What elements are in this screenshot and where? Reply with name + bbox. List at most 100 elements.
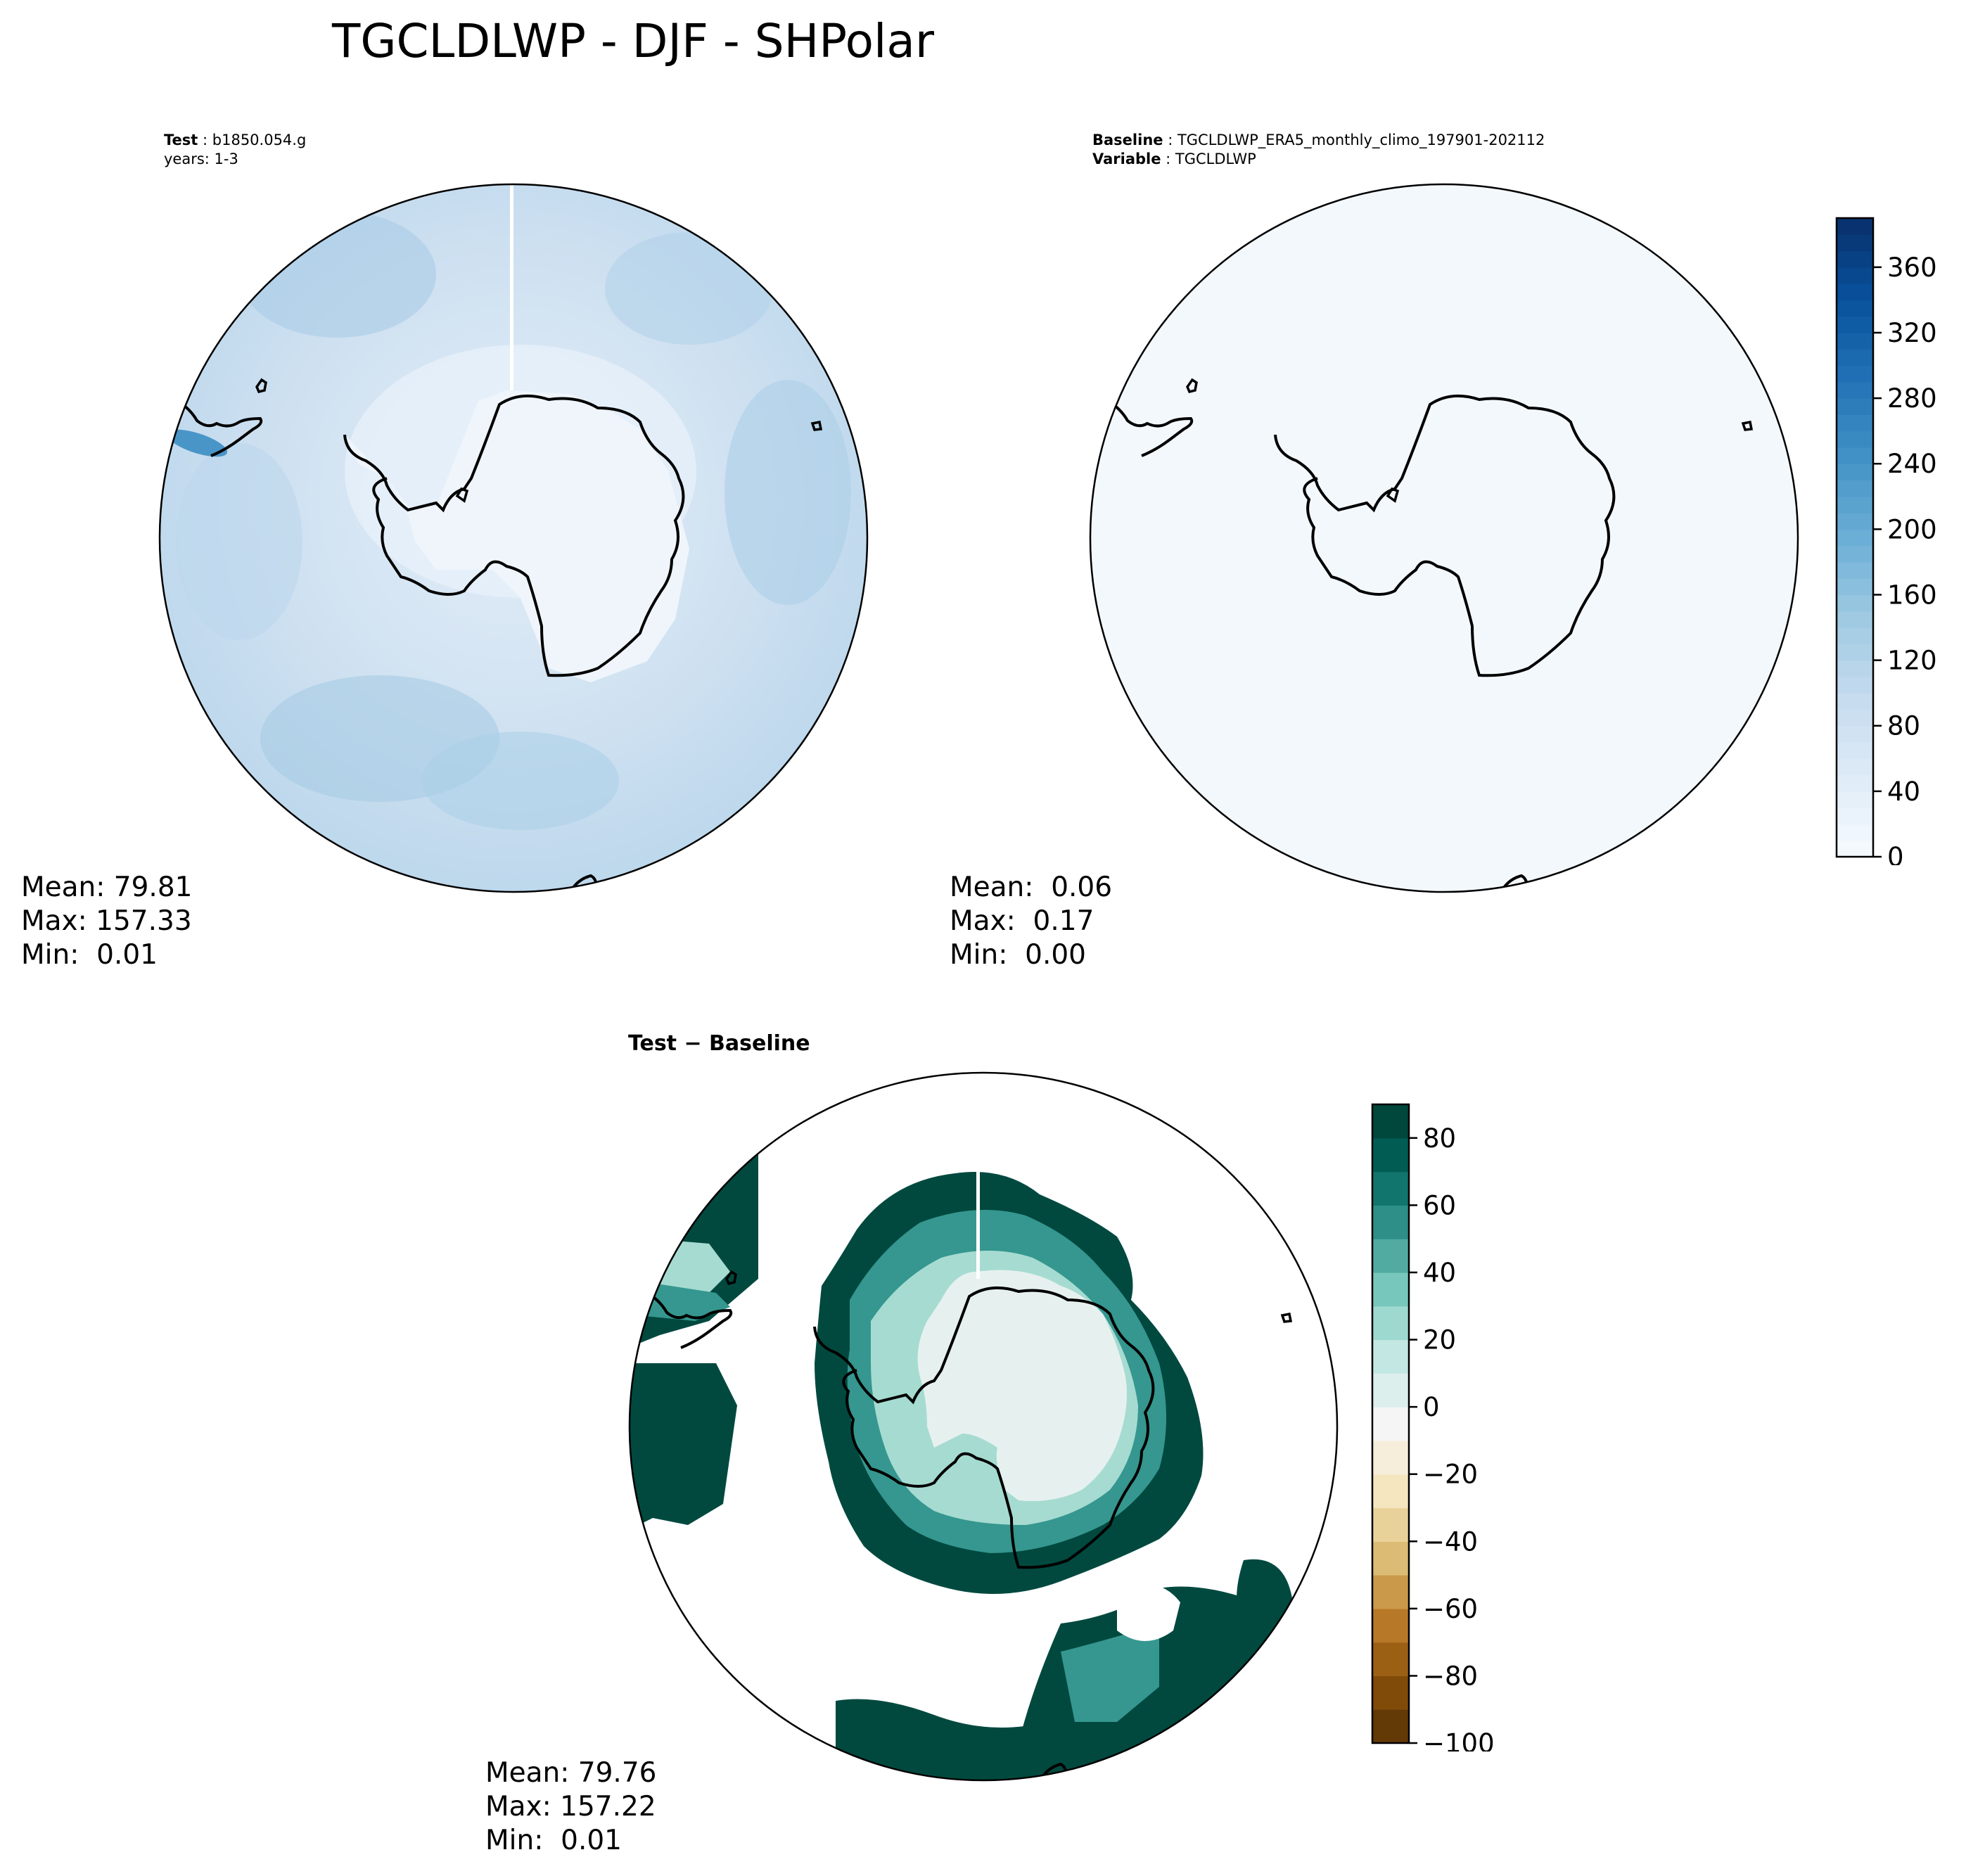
difference-header-label: Test − Baseline [628, 1031, 810, 1056]
top-colorbar-tick-label: 0 [1887, 842, 1904, 865]
top-colorbar-band [1837, 316, 1873, 333]
bottom-colorbar-ticks: −100 −80 −60 −40 −20 0 20 40 60 80 [1409, 1123, 1495, 1751]
top-colorbar-tick-label: 360 [1887, 253, 1937, 283]
difference-stat-mean: Mean: 79.76 [485, 1757, 657, 1789]
top-colorbar-tick-label: 120 [1887, 646, 1937, 676]
test-map-boundary [158, 183, 869, 893]
top-colorbar-ticks: 0 40 80 120 160 200 240 280 320 360 [1873, 253, 1937, 865]
top-colorbar-band [1837, 578, 1873, 596]
top-colorbar-band [1837, 447, 1873, 464]
top-colorbar-band [1837, 250, 1873, 268]
difference-antarctica-fill [917, 1270, 1127, 1501]
bottom-colorbar-tick-label: 0 [1423, 1392, 1440, 1422]
bottom-colorbar-tick-label: 40 [1423, 1258, 1456, 1288]
top-colorbar-band [1837, 513, 1873, 530]
bottom-colorbar-band [1372, 1373, 1409, 1408]
top-colorbar-band [1837, 234, 1873, 252]
top-colorbar-band [1837, 365, 1873, 383]
bottom-colorbar-band [1372, 1608, 1409, 1643]
bottom-colorbar-band [1372, 1171, 1409, 1206]
top-colorbar-band [1837, 283, 1873, 301]
bottom-colorbar-band [1372, 1440, 1409, 1475]
bottom-colorbar-band [1372, 1676, 1409, 1710]
bottom-colorbar-band [1372, 1104, 1409, 1139]
difference-stats: Mean: 79.76 Max: 157.22 Min: 0.01 [485, 1756, 656, 1858]
top-colorbar-band [1837, 496, 1873, 513]
top-colorbar-band [1837, 644, 1873, 661]
bottom-colorbar-tick-label: −40 [1423, 1526, 1478, 1557]
top-colorbar-band [1837, 660, 1873, 677]
bottom-colorbar: −100 −80 −60 −40 −20 0 20 40 60 80 [1371, 1103, 1495, 1751]
top-colorbar-tick-label: 320 [1887, 318, 1937, 348]
difference-stat-min: Min: 0.01 [485, 1825, 622, 1856]
baseline-antarctica-coast [1274, 394, 1616, 677]
baseline-stat-mean: Mean: 0.06 [950, 872, 1113, 903]
bottom-colorbar-band [1372, 1407, 1409, 1441]
top-colorbar-band [1837, 840, 1873, 857]
baseline-header-case: TGCLDLWP_ERA5_monthly_climo_197901-20211… [1177, 132, 1545, 148]
bottom-colorbar-band [1372, 1272, 1409, 1307]
baseline-header-label: Baseline [1092, 132, 1163, 148]
top-colorbar: 0 40 80 120 160 200 240 280 320 360 [1835, 217, 1937, 865]
test-stats: Mean: 79.81 Max: 157.33 Min: 0.01 [21, 871, 192, 972]
bottom-colorbar-tick-label: −100 [1423, 1728, 1495, 1751]
top-colorbar-band [1837, 725, 1873, 743]
baseline-field [1090, 184, 1798, 892]
bottom-colorbar-tick-label: −60 [1423, 1594, 1478, 1624]
test-stat-mean: Mean: 79.81 [21, 872, 193, 903]
difference-antarctica-coast [813, 1286, 1155, 1569]
baseline-map-boundary [1089, 183, 1799, 893]
baseline-stat-max: Max: 0.17 [950, 905, 1094, 937]
top-colorbar-bands [1837, 218, 1873, 857]
test-antarctica-coast [343, 394, 685, 677]
top-colorbar-band [1837, 349, 1873, 366]
test-map [158, 183, 869, 893]
top-colorbar-band [1837, 300, 1873, 317]
top-colorbar-band [1837, 808, 1873, 825]
top-colorbar-band [1837, 267, 1873, 284]
bottom-colorbar-band [1372, 1205, 1409, 1239]
bottom-colorbar-band [1372, 1541, 1409, 1576]
top-colorbar-band [1837, 709, 1873, 727]
test-header-label: Test [164, 132, 198, 148]
test-header-years: years: 1-3 [164, 151, 238, 167]
bottom-colorbar-band [1372, 1575, 1409, 1609]
top-colorbar-band [1837, 676, 1873, 694]
top-colorbar-band [1837, 480, 1873, 497]
top-colorbar-band [1837, 594, 1873, 612]
bottom-colorbar-band [1372, 1709, 1409, 1744]
bottom-colorbar-band [1372, 1474, 1409, 1509]
baseline-header-variable-label: Variable [1092, 151, 1161, 167]
top-colorbar-band [1837, 545, 1873, 563]
baseline-header-variable: TGCLDLWP [1175, 151, 1256, 167]
test-header-case: b1850.054.g [212, 132, 307, 148]
difference-map [628, 1071, 1339, 1782]
baseline-stat-min: Min: 0.00 [950, 939, 1086, 971]
test-stat-max: Max: 157.33 [21, 905, 192, 937]
top-colorbar-tick-label: 280 [1887, 383, 1937, 414]
top-colorbar-tick-label: 80 [1887, 711, 1920, 741]
top-colorbar-band [1837, 561, 1873, 579]
difference-stat-max: Max: 157.22 [485, 1791, 656, 1823]
bottom-colorbar-band [1372, 1642, 1409, 1677]
baseline-panel-header: Baseline : TGCLDLWP_ERA5_monthly_climo_1… [1092, 132, 1545, 167]
top-colorbar-band [1837, 332, 1873, 350]
bottom-colorbar-tick-label: 60 [1423, 1190, 1456, 1220]
bottom-colorbar-tick-label: −20 [1423, 1460, 1478, 1490]
top-colorbar-band [1837, 414, 1873, 432]
top-colorbar-band [1837, 742, 1873, 759]
baseline-map [1089, 183, 1799, 893]
bottom-colorbar-band [1372, 1137, 1409, 1173]
test-antarctica-fill [345, 390, 689, 682]
test-stat-min: Min: 0.01 [21, 939, 158, 971]
bottom-colorbar-tick-label: −80 [1423, 1661, 1478, 1691]
top-colorbar-band [1837, 824, 1873, 841]
bottom-colorbar-tick-label: 80 [1423, 1123, 1456, 1154]
top-colorbar-band [1837, 611, 1873, 628]
top-colorbar-band [1837, 218, 1873, 235]
top-colorbar-band [1837, 774, 1873, 792]
test-field [160, 184, 867, 892]
top-colorbar-band [1837, 758, 1873, 776]
top-colorbar-band [1837, 464, 1873, 481]
top-colorbar-band [1837, 398, 1873, 415]
